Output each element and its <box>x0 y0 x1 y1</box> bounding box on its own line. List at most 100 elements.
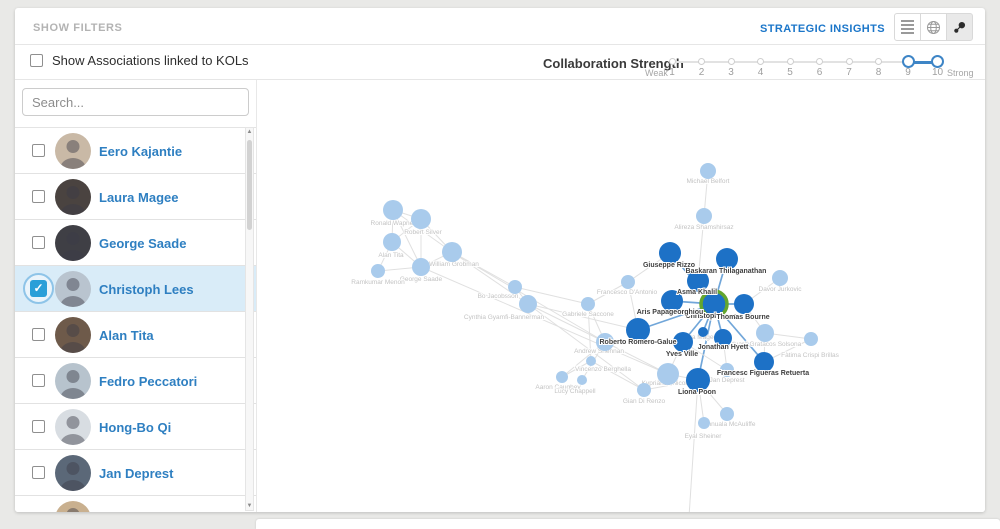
main-card: SHOW FILTERS STRATEGIC INSIGHTS <box>15 8 985 512</box>
kol-row-laura-magee[interactable]: Laura Magee <box>15 174 256 220</box>
edge-saade-nicolaides <box>420 266 669 375</box>
node-label-magee: Laura Magee <box>679 334 718 341</box>
graph-node-lees[interactable] <box>699 289 729 319</box>
scroll-up-arrow[interactable]: ▲ <box>246 129 253 135</box>
graph-node-shennan[interactable] <box>596 333 614 351</box>
node-label-ville: Yves Ville <box>666 351 698 358</box>
scrollbar-thumb[interactable] <box>247 140 252 230</box>
strategic-insights-link[interactable]: STRATEGIC INSIGHTS <box>760 23 885 35</box>
kol-name-link[interactable]: Fedro Peccatori <box>99 374 198 389</box>
network-view-button[interactable] <box>946 13 973 41</box>
avatar <box>55 271 91 307</box>
graph-node-dantonio[interactable] <box>621 275 635 289</box>
graph-node-gratacos[interactable] <box>756 324 774 342</box>
kol-checkbox[interactable] <box>32 190 45 203</box>
slider-tick-3 <box>727 58 735 65</box>
graph-node-crispi[interactable] <box>804 332 818 346</box>
graph-node-chappell[interactable] <box>577 375 587 385</box>
kol-row-alan-tita[interactable]: Alan Tita <box>15 312 256 358</box>
kol-name-link[interactable]: Alan Tita <box>99 328 154 343</box>
list-view-button[interactable] <box>894 13 921 41</box>
kol-checkbox[interactable] <box>32 144 45 157</box>
kol-name-link[interactable]: Eero Kajantie <box>99 144 183 159</box>
node-label-gratacos: Eduard Gratacos Solsona <box>727 341 802 348</box>
sidebar-scrollbar[interactable]: ▲ ▼ <box>245 127 254 511</box>
kol-name-link[interactable]: George Saade <box>99 236 187 251</box>
kol-checkbox[interactable] <box>32 328 45 341</box>
slider-tick-1 <box>668 58 676 65</box>
graph-node-poon[interactable] <box>686 368 710 392</box>
graph-node-berghella[interactable] <box>586 356 596 366</box>
node-label-papageorghiou: Aris Papageorghiou <box>637 309 704 316</box>
kol-name-link[interactable]: Christoph Lees <box>99 282 194 297</box>
graph-node-papageorghiou[interactable] <box>661 290 683 312</box>
graph-node-romero[interactable] <box>626 318 650 342</box>
kol-checkbox[interactable] <box>32 466 45 479</box>
avatar <box>55 501 91 512</box>
show-filters-toggle[interactable]: SHOW FILTERS <box>33 22 123 34</box>
node-label-saccone: Gabriele Saccone <box>562 311 614 318</box>
graph-node-rizzo[interactable] <box>659 242 681 264</box>
slider-min-label: Weak <box>645 68 668 78</box>
graph-node-saade[interactable] <box>412 258 430 276</box>
graph-node-saccone[interactable] <box>581 297 595 311</box>
node-label-belfort: Michael Belfort <box>687 178 730 185</box>
association-checkbox[interactable] <box>30 54 43 67</box>
graph-node-menon[interactable] <box>371 264 385 278</box>
node-label-deprest: Jan Deprest <box>709 377 744 384</box>
kol-name-link[interactable]: Laura Magee <box>99 190 179 205</box>
slider-handle-9[interactable] <box>901 55 915 68</box>
slider-handle-10[interactable] <box>931 55 944 68</box>
kol-name-link[interactable]: Hong-Bo Qi <box>99 420 172 435</box>
graph-node-silver[interactable] <box>411 209 431 229</box>
kol-list: Eero Kajantie Laura Magee George Saade ✓ Chr… <box>15 127 256 512</box>
kol-row-partial[interactable] <box>15 496 256 512</box>
globe-view-button[interactable] <box>920 13 947 41</box>
node-label-bourne: Thomas Bourne <box>716 314 769 321</box>
graph-node-grobman[interactable] <box>442 242 462 262</box>
slider-tick-8 <box>875 58 882 65</box>
graph-node-bourne[interactable] <box>734 294 754 314</box>
graph-node-sheiner[interactable] <box>698 417 710 429</box>
association-filter: Show Associations linked to KOLs <box>30 53 249 68</box>
edge-shennan-caughey <box>561 341 606 378</box>
graph-node-shamshirsaz[interactable] <box>696 208 712 224</box>
graph-node-jurkovic[interactable] <box>772 270 788 286</box>
node-label-wapner: Ronald Wapner <box>371 220 417 227</box>
graph-node-direnzo[interactable] <box>637 383 651 397</box>
kol-checkbox[interactable] <box>32 420 45 433</box>
kol-checkbox[interactable] <box>32 374 45 387</box>
graph-node-caughey[interactable] <box>556 371 568 383</box>
kol-row-hong-bo-qi[interactable]: Hong-Bo Qi <box>15 404 256 450</box>
graph-node-magee[interactable] <box>698 327 708 337</box>
slider-tick-label: 10 <box>931 67 944 78</box>
graph-node-ville[interactable] <box>673 332 693 352</box>
graph-node-figueras[interactable] <box>754 352 774 372</box>
edge-saccone-dantonio <box>587 281 629 305</box>
graph-node-jacobsson[interactable] <box>508 280 522 294</box>
kol-row-george-saade[interactable]: George Saade <box>15 220 256 266</box>
graph-node-mcauliffe[interactable] <box>720 407 734 421</box>
graph-node-cynthia[interactable] <box>519 295 537 313</box>
edge-jacobsson-saccone <box>514 286 589 305</box>
graph-node-belfort[interactable] <box>700 163 716 179</box>
slider-tick-label: 1 <box>669 67 675 78</box>
kol-name-link[interactable]: Jan Deprest <box>99 466 174 481</box>
node-label-figueras: Francesc Figueras Retuerta <box>717 370 809 377</box>
graph-node-wapner[interactable] <box>383 200 403 220</box>
scroll-down-arrow[interactable]: ▼ <box>246 503 253 509</box>
graph-node-thilaganathan[interactable] <box>716 248 738 270</box>
kol-checkbox[interactable] <box>32 236 45 249</box>
kol-checkbox-checked[interactable]: ✓ <box>30 280 47 297</box>
graph-node-hyett[interactable] <box>714 329 732 347</box>
kol-row-eero-kajantie[interactable]: Eero Kajantie <box>15 128 256 174</box>
graph-node-tita[interactable] <box>383 233 401 251</box>
node-label-chappell: Lucy Chappell <box>554 388 596 395</box>
kol-row-fedro-peccatori[interactable]: Fedro Peccatori <box>15 358 256 404</box>
search-input[interactable] <box>22 88 249 116</box>
graph-node-deprest[interactable] <box>720 363 734 377</box>
graph-node-khalil[interactable] <box>687 270 709 292</box>
kol-row-jan-deprest[interactable]: Jan Deprest <box>15 450 256 496</box>
graph-node-nicolaides[interactable] <box>657 363 679 385</box>
kol-row-christoph-lees[interactable]: ✓ Christoph Lees <box>15 266 256 312</box>
